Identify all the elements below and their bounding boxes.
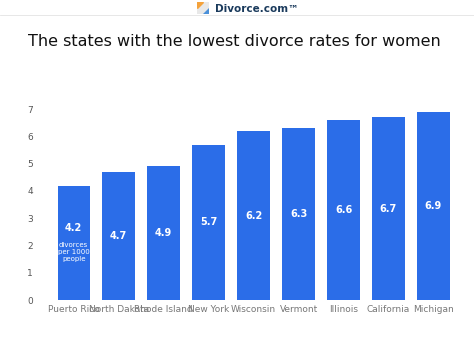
Bar <box>328 120 360 300</box>
Bar <box>147 166 180 300</box>
Bar <box>237 131 270 300</box>
Text: divorces
per 1000
people: divorces per 1000 people <box>58 242 90 262</box>
Text: 6.6: 6.6 <box>335 205 352 215</box>
Text: 6.9: 6.9 <box>425 201 442 211</box>
Polygon shape <box>197 2 209 14</box>
Text: 4.2: 4.2 <box>65 223 82 233</box>
Text: The states with the lowest divorce rates for women: The states with the lowest divorce rates… <box>28 34 441 49</box>
Bar <box>417 112 450 300</box>
Bar <box>372 117 405 300</box>
Polygon shape <box>197 2 202 8</box>
Text: 4.7: 4.7 <box>110 231 128 241</box>
Text: Divorce.com™: Divorce.com™ <box>215 4 298 14</box>
Text: 6.3: 6.3 <box>290 209 307 219</box>
Text: 4.9: 4.9 <box>155 228 172 238</box>
Text: 5.7: 5.7 <box>200 217 217 227</box>
Bar <box>192 145 225 300</box>
Bar <box>283 128 315 300</box>
Text: 6.7: 6.7 <box>380 204 397 214</box>
Bar <box>102 172 135 300</box>
Text: 6.2: 6.2 <box>245 210 262 221</box>
Bar <box>57 186 90 300</box>
Polygon shape <box>202 8 209 14</box>
